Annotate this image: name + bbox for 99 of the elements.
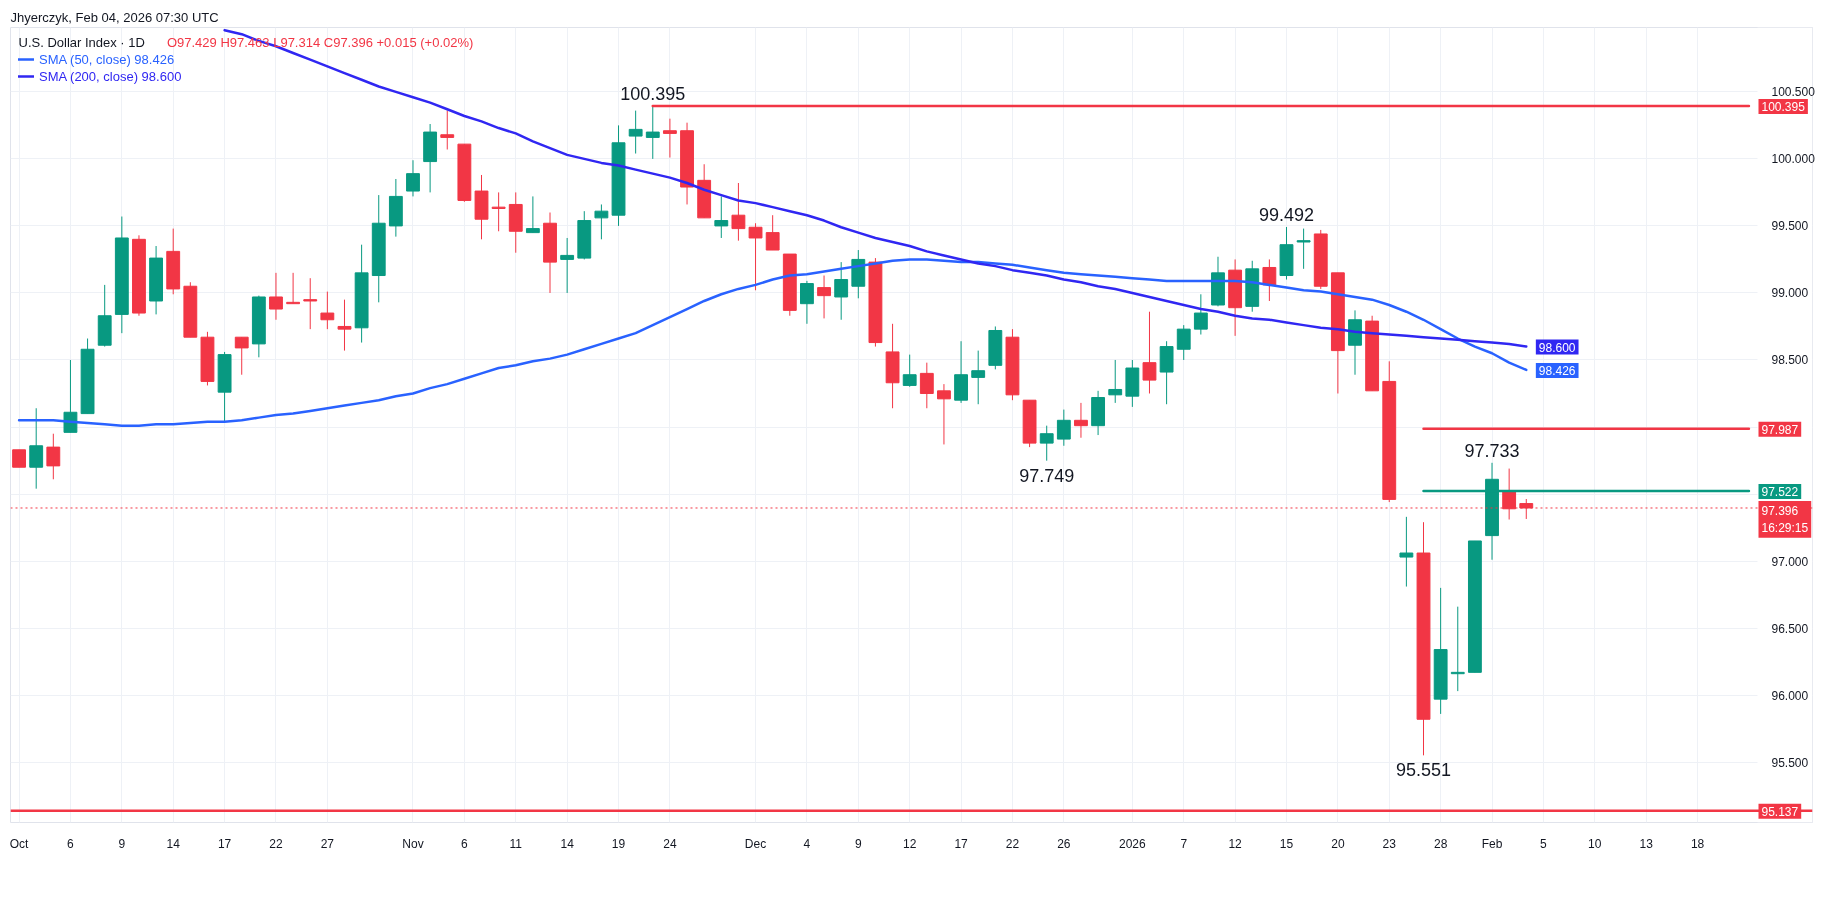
x-tick-label: Nov: [402, 836, 424, 851]
x-tick-label: 14: [560, 836, 575, 851]
candlestick: [662, 118, 677, 159]
candlestick: [834, 261, 849, 321]
x-tick-label: 5: [1540, 836, 1548, 851]
x-tick-label: 27: [320, 836, 335, 851]
annotation: 99.492: [1258, 204, 1315, 225]
annotation: 100.395: [620, 83, 686, 104]
x-tick-label: 18: [1690, 836, 1705, 851]
text: Jhyerczyk, Feb 04, 2026 07:30 UTC: [10, 10, 219, 25]
candlestick: [645, 105, 660, 160]
data-label: 98.426: [1538, 363, 1576, 378]
annotation: 97.749: [1019, 465, 1075, 486]
candlestick: [817, 275, 831, 319]
x-tick-label: 12: [903, 836, 917, 851]
x-tick-label: 11: [509, 836, 523, 851]
legend-label: SMA (50, close) 98.426: [39, 51, 175, 67]
candlestick: [1039, 425, 1054, 462]
x-tick-label: 22: [269, 836, 283, 851]
candlestick: [269, 272, 283, 321]
x-tick-label: 12: [1228, 836, 1243, 851]
candlestick: [525, 195, 540, 234]
candlestick: [902, 354, 917, 388]
candlestick: [1450, 606, 1465, 692]
x-tick-label: 20: [1331, 836, 1345, 851]
data-label: 98.600: [1538, 340, 1576, 355]
candlestick: [594, 203, 609, 240]
candlestick: [491, 191, 506, 232]
candlestick: [1176, 324, 1191, 361]
candlestick: [406, 159, 420, 197]
candlestick: [1074, 402, 1088, 439]
y-tick-label: 99.500: [1771, 219, 1809, 234]
candlestick: [286, 272, 301, 305]
candlestick: [800, 280, 814, 325]
x-tick-label: 13: [1639, 836, 1654, 851]
data-label: 97.987: [1761, 422, 1799, 437]
annotation: 95.551: [1395, 760, 1452, 781]
candlestick: [1108, 359, 1123, 404]
candlestick: [765, 214, 780, 251]
y-tick-label: 96.000: [1771, 688, 1809, 703]
candlestick: [234, 336, 249, 376]
x-tick-label: Dec: [744, 836, 767, 851]
candlestick: [748, 222, 763, 291]
ref-line-label: 95.137: [1761, 804, 1799, 819]
candlestick: [714, 195, 729, 239]
data-label: 100.395: [1761, 99, 1806, 114]
candlestick: [1142, 311, 1157, 394]
candlestick: [731, 182, 746, 242]
x-tick-label: 4: [803, 836, 811, 851]
x-tick-label: Feb: [1481, 836, 1503, 851]
x-tick-label: 7: [1180, 836, 1188, 851]
y-tick-label: 99.000: [1771, 286, 1809, 301]
y-tick-label: 100.000: [1771, 152, 1816, 167]
x-tick-label: 23: [1382, 836, 1397, 851]
candlestick: [337, 299, 352, 352]
x-tick-label: 26: [1057, 836, 1071, 851]
x-tick-label: 6: [67, 836, 75, 851]
x-tick-label: 9: [854, 836, 862, 851]
candlestick: [937, 383, 951, 445]
candlestick: [29, 407, 44, 490]
x-tick-label: 19: [611, 836, 626, 851]
candlestick: [440, 110, 455, 150]
y-tick-label: 100.500: [1771, 85, 1816, 100]
candlestick: [628, 110, 643, 155]
ref-line-label: 97.396 16:29:15: [1761, 503, 1809, 535]
y-tick-label: 97.000: [1771, 554, 1809, 569]
candlestick: [919, 362, 934, 409]
x-tick-label: 17: [954, 836, 969, 851]
x-tick-label: 2026: [1119, 836, 1147, 851]
x-tick-label: 6: [461, 836, 469, 851]
x-tick-label: 17: [217, 836, 232, 851]
candlestick: [971, 350, 986, 405]
candlestick: [303, 277, 318, 330]
y-tick-label: 98.500: [1771, 353, 1809, 368]
candlestick: [320, 291, 335, 330]
x-tick-label: Oct: [9, 836, 30, 851]
candlestick: [1262, 258, 1277, 302]
line-series: [223, 28, 1528, 348]
candlestick: [63, 359, 78, 433]
y-tick-label: 96.500: [1771, 621, 1809, 636]
candlestick: [1056, 409, 1071, 447]
candlestick: [1193, 293, 1208, 336]
annotation: 97.733: [1464, 440, 1520, 461]
x-tick-label: 28: [1433, 836, 1448, 851]
legend-label: SMA (200, close) 98.600: [39, 68, 182, 84]
candlestick: [1296, 228, 1311, 270]
candlestick: [560, 237, 575, 294]
candlestick: [46, 433, 61, 480]
x-tick-label: 24: [663, 836, 677, 851]
x-tick-label: 15: [1279, 836, 1294, 851]
data-label: 97.522: [1761, 485, 1799, 500]
text: U.S. Dollar Index · 1D: [18, 35, 145, 50]
y-tick-label: 95.500: [1771, 755, 1809, 770]
x-tick-label: 9: [118, 836, 126, 851]
x-tick-label: 10: [1588, 836, 1602, 851]
candlestick: [1399, 516, 1414, 588]
x-tick-label: 22: [1005, 836, 1020, 851]
text: O97.429 H97.463 L97.314 C97.396 +0.015 (+0.02%): [166, 35, 474, 50]
x-tick-label: 14: [166, 836, 181, 851]
